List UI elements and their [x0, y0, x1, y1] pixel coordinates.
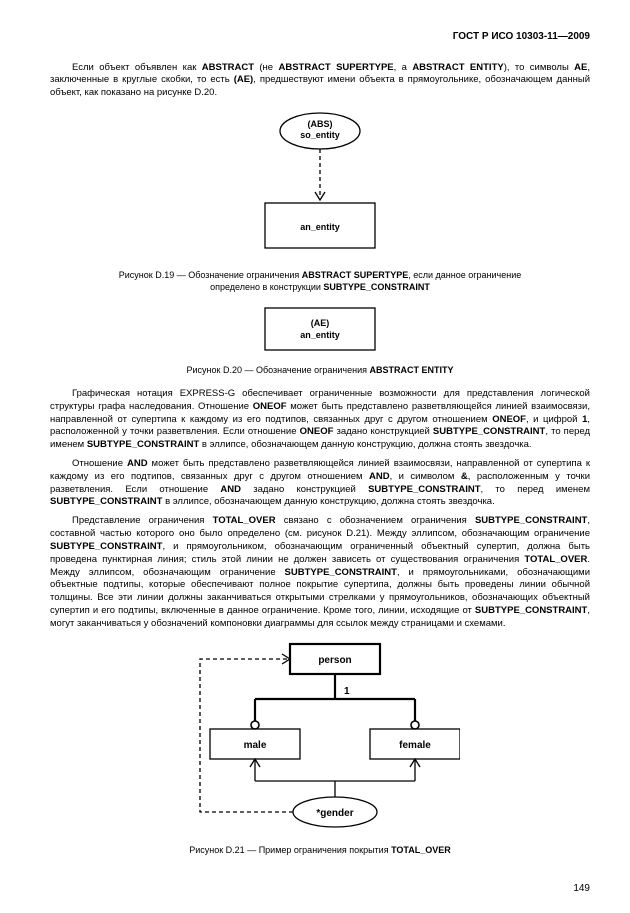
paragraph-2: Графическая нотация EXPRESS-G обеспечива… [50, 388, 590, 452]
page-number: 149 [573, 882, 590, 896]
svg-text:(ABS): (ABS) [308, 119, 333, 129]
svg-text:an_entity: an_entity [300, 222, 340, 232]
page-root: ГОСТ Р ИСО 10303-11—2009 Если объект объ… [0, 0, 630, 913]
svg-text:male: male [244, 740, 267, 751]
figure-d21: person 1 male female [50, 639, 590, 839]
caption-d19: Рисунок D.19 — Обозначение ограничения A… [50, 269, 590, 293]
doc-header: ГОСТ Р ИСО 10303-11—2009 [50, 30, 590, 44]
svg-text:so_entity: so_entity [300, 130, 340, 140]
svg-text:*gender: *gender [316, 808, 353, 819]
svg-text:person: person [318, 655, 351, 666]
svg-text:an_entity: an_entity [300, 330, 340, 340]
figure-d20: (AE) an_entity [50, 305, 590, 358]
caption-d21: Рисунок D.21 — Пример ограничения покрыт… [50, 844, 590, 856]
svg-text:(AE): (AE) [311, 318, 330, 328]
paragraph-3: Отношение AND может быть представлено ра… [50, 458, 590, 509]
paragraph-4: Представление ограничения TOTAL_OVER свя… [50, 515, 590, 630]
svg-text:1: 1 [344, 686, 350, 697]
svg-text:female: female [399, 740, 431, 751]
figure-d19: (ABS) so_entity an_entity [50, 108, 590, 263]
paragraph-1: Если объект объявлен как ABSTRACT (не AB… [50, 62, 590, 100]
caption-d20: Рисунок D.20 — Обозначение ограничения A… [50, 364, 590, 376]
